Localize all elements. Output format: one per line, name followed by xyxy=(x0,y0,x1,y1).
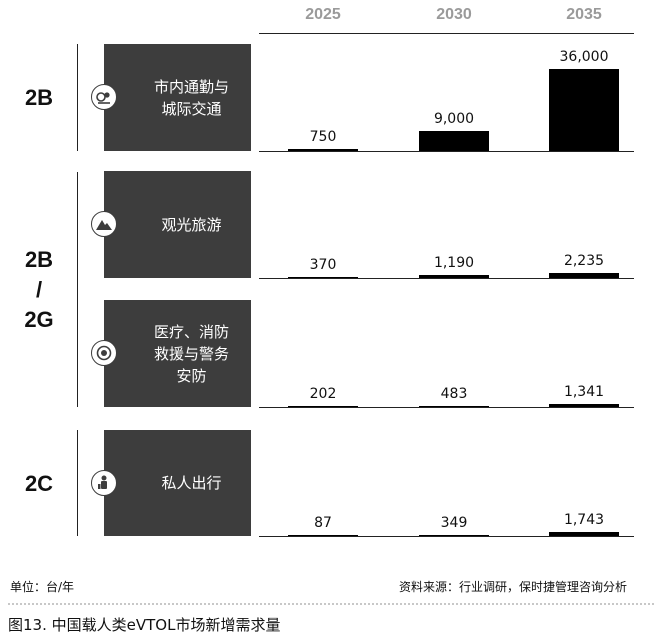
category-emergency-line3: 安防 xyxy=(176,366,207,385)
group-label-separator: / xyxy=(35,277,43,302)
category-tourism-label: 观光旅游 xyxy=(138,171,245,278)
data-label-4-2025: 87 xyxy=(314,515,332,531)
category-commute-line1: 市内通勤与 xyxy=(153,77,229,96)
data-label-3-2025: 202 xyxy=(309,386,337,402)
data-label-3-2030: 483 xyxy=(440,385,468,402)
data-label-1-2025: 750 xyxy=(309,129,337,146)
data-label-1-2030: 9,000 xyxy=(433,110,475,127)
category-emergency: 医疗、消防救援与警务安防 xyxy=(91,300,251,407)
bar-3-2035 xyxy=(549,403,619,407)
bar-1-2035 xyxy=(549,69,619,151)
category-commute-line2: 城际交通 xyxy=(161,99,222,118)
baseline-commute xyxy=(259,151,634,152)
bar-4-2025 xyxy=(288,535,358,536)
group-line-2c xyxy=(77,430,78,536)
source-note: 资料来源：行业调研，保时捷管理咨询分析 xyxy=(398,580,627,594)
category-private-label: 私人出行 xyxy=(138,430,245,536)
category-private: 私人出行 xyxy=(91,430,251,536)
emergency-icon xyxy=(91,340,117,366)
category-commute-label: 市内通勤与 城际交通 xyxy=(138,44,245,151)
baseline-private xyxy=(259,536,634,537)
bar-2-2035 xyxy=(549,272,619,278)
category-private-line1: 私人出行 xyxy=(161,474,222,492)
bar-3-2025 xyxy=(288,406,358,407)
data-label-2-2030: 1,190 xyxy=(433,255,475,272)
bar-1-2025 xyxy=(288,149,358,151)
category-tourism: 观光旅游 xyxy=(91,171,251,278)
commute-icon xyxy=(91,84,117,110)
data-label-4-2030: 349 xyxy=(440,515,468,531)
year-label-2035: 2035 xyxy=(566,6,602,23)
data-label-2-2025: 370 xyxy=(309,257,337,273)
dotted-divider xyxy=(8,603,654,605)
data-label-4-2035: 1,743 xyxy=(563,512,605,529)
year-label-2025: 2025 xyxy=(305,6,341,23)
group-label-2b-part: 2B xyxy=(24,247,54,272)
category-commute: 市内通勤与 城际交通 xyxy=(91,44,251,151)
group-label-2g-part: 2G xyxy=(24,307,54,332)
bar-4-2035 xyxy=(549,532,619,536)
header-rule xyxy=(259,33,634,34)
data-label-1-2035: 36,000 xyxy=(559,49,609,65)
bar-1-2030 xyxy=(419,130,489,151)
bar-2-2030 xyxy=(419,275,489,278)
mountain-icon xyxy=(91,211,117,237)
data-label-2-2035: 2,235 xyxy=(563,252,605,269)
category-emergency-label: 医疗、消防救援与警务安防 xyxy=(138,300,245,407)
category-tourism-line1: 观光旅游 xyxy=(161,215,222,234)
group-line-2b-2g xyxy=(77,172,78,407)
bar-2-2025 xyxy=(288,277,358,278)
category-emergency-line2: 救援与警务 xyxy=(153,344,229,363)
group-label-2b-2g: 2B / 2G xyxy=(8,245,70,335)
baseline-tourism xyxy=(259,278,634,279)
category-emergency-line1: 医疗、消防 xyxy=(153,322,229,341)
person-icon xyxy=(91,470,117,496)
group-label-2b: 2B xyxy=(24,85,54,110)
unit-note: 单位：台/年 xyxy=(10,580,75,594)
group-line-2b xyxy=(77,44,78,151)
baseline-emergency xyxy=(259,407,634,408)
group-label-2c: 2C xyxy=(24,471,54,496)
data-label-3-2035: 1,341 xyxy=(563,383,605,400)
figure-caption: 图13. 中国载人类eVTOL市场新增需求量 xyxy=(8,616,281,634)
bar-3-2030 xyxy=(419,405,489,407)
bar-4-2030 xyxy=(419,535,489,536)
year-label-2030: 2030 xyxy=(436,6,472,23)
